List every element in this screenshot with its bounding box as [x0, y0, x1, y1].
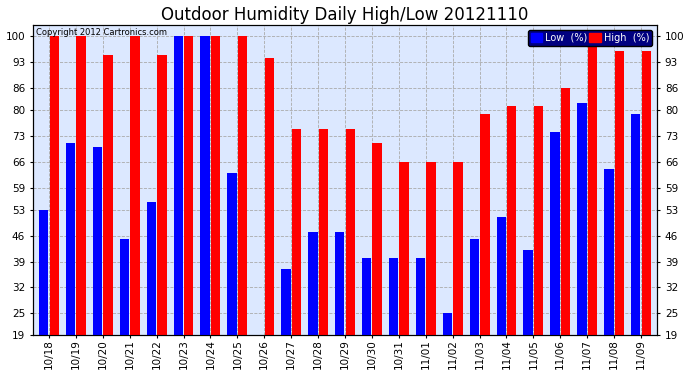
Bar	[157, 55, 166, 335]
Bar	[615, 51, 624, 335]
Bar	[470, 239, 479, 335]
Bar	[443, 313, 452, 335]
Bar	[426, 162, 435, 335]
Bar	[642, 51, 651, 335]
Bar	[551, 132, 560, 335]
Bar	[373, 143, 382, 335]
Legend: Low  (%), High  (%): Low (%), High (%)	[528, 30, 652, 46]
Bar	[130, 36, 139, 335]
Bar	[77, 36, 86, 335]
Bar	[453, 162, 462, 335]
Bar	[120, 239, 129, 335]
Bar	[147, 202, 156, 335]
Bar	[604, 169, 613, 335]
Bar	[561, 88, 570, 335]
Bar	[588, 36, 597, 335]
Bar	[362, 258, 371, 335]
Bar	[292, 129, 301, 335]
Bar	[201, 36, 210, 335]
Bar	[480, 114, 489, 335]
Bar	[389, 258, 398, 335]
Text: Copyright 2012 Cartronics.com: Copyright 2012 Cartronics.com	[36, 28, 167, 37]
Bar	[93, 147, 102, 335]
Bar	[400, 162, 408, 335]
Bar	[346, 129, 355, 335]
Bar	[228, 173, 237, 335]
Bar	[66, 143, 75, 335]
Bar	[524, 251, 533, 335]
Bar	[631, 114, 640, 335]
Bar	[265, 58, 274, 335]
Bar	[497, 217, 506, 335]
Bar	[211, 36, 220, 335]
Bar	[308, 232, 317, 335]
Bar	[416, 258, 425, 335]
Bar	[578, 103, 586, 335]
Bar	[507, 106, 516, 335]
Bar	[238, 36, 247, 335]
Bar	[335, 232, 344, 335]
Title: Outdoor Humidity Daily High/Low 20121110: Outdoor Humidity Daily High/Low 20121110	[161, 6, 529, 24]
Bar	[319, 129, 328, 335]
Bar	[534, 106, 543, 335]
Bar	[50, 36, 59, 335]
Bar	[174, 36, 183, 335]
Bar	[184, 36, 193, 335]
Bar	[104, 55, 112, 335]
Bar	[282, 269, 290, 335]
Bar	[39, 210, 48, 335]
